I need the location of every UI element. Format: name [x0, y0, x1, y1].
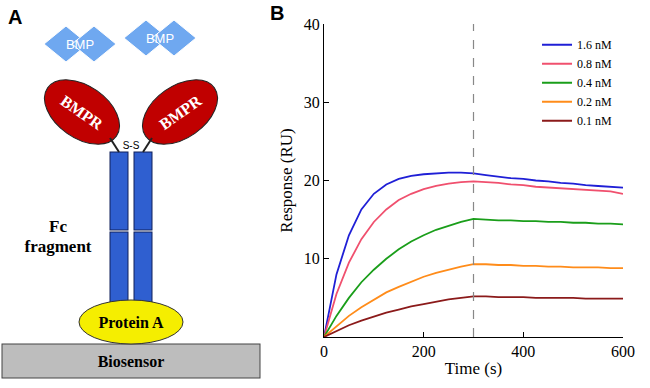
- svg-text:BMP: BMP: [146, 31, 174, 46]
- svg-text:A: A: [8, 6, 22, 28]
- svg-text:S-S: S-S: [123, 140, 140, 151]
- svg-text:fragment: fragment: [24, 237, 91, 256]
- svg-text:Fc: Fc: [49, 217, 67, 236]
- svg-text:0.2 nM: 0.2 nM: [577, 95, 612, 109]
- html-text:B: B: [270, 2, 285, 24]
- svg-text:Protein A: Protein A: [98, 314, 163, 331]
- svg-text:1.6 nM: 1.6 nM: [577, 38, 612, 52]
- svg-text:Response (RU): Response (RU): [277, 128, 296, 232]
- svg-text:0.1 nM: 0.1 nM: [577, 114, 612, 128]
- svg-text:Biosensor: Biosensor: [98, 353, 165, 370]
- svg-text:40: 40: [304, 16, 320, 33]
- svg-text:BMPR: BMPR: [58, 92, 107, 133]
- svg-text:200: 200: [412, 343, 436, 360]
- svg-text:30: 30: [304, 94, 320, 111]
- svg-text:BMP: BMP: [66, 37, 94, 52]
- svg-text:BMPR: BMPR: [156, 92, 205, 133]
- svg-text:0.4 nM: 0.4 nM: [577, 76, 612, 90]
- svg-text:400: 400: [511, 343, 535, 360]
- svg-text:0: 0: [320, 343, 328, 360]
- svg-text:10: 10: [304, 250, 320, 267]
- svg-text:Time (s): Time (s): [445, 359, 502, 378]
- svg-text:20: 20: [304, 172, 320, 189]
- svg-text:0.8 nM: 0.8 nM: [577, 57, 612, 71]
- svg-text:600: 600: [611, 343, 635, 360]
